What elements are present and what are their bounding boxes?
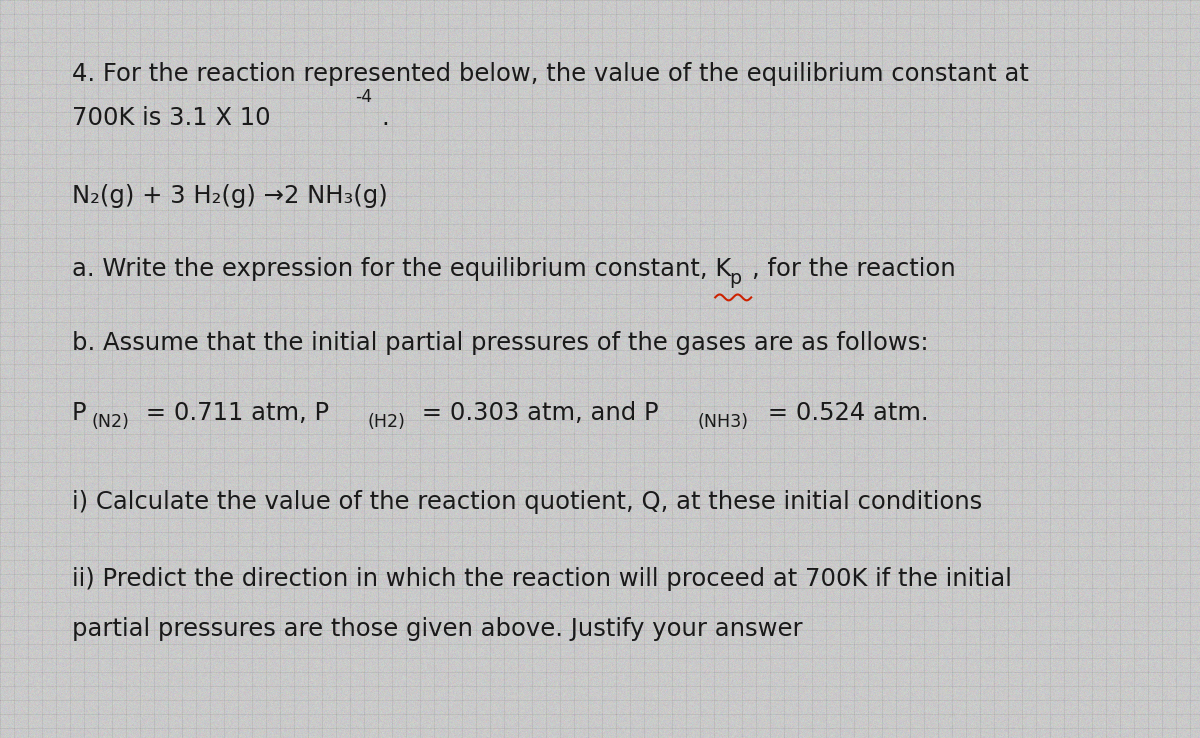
Text: = 0.303 atm, and P: = 0.303 atm, and P <box>414 401 659 425</box>
Text: .: . <box>382 106 389 130</box>
Text: 4. For the reaction represented below, the value of the equilibrium constant at: 4. For the reaction represented below, t… <box>72 62 1028 86</box>
Text: (N2): (N2) <box>91 413 130 431</box>
Text: , for the reaction: , for the reaction <box>752 258 956 281</box>
Text: P: P <box>72 401 86 425</box>
Text: a. Write the expression for the equilibrium constant, K: a. Write the expression for the equilibr… <box>72 258 731 281</box>
Text: i) Calculate the value of the reaction quotient, Q, at these initial conditions: i) Calculate the value of the reaction q… <box>72 490 983 514</box>
Text: = 0.524 atm.: = 0.524 atm. <box>760 401 929 425</box>
Text: p: p <box>730 269 742 288</box>
Text: 700K is 3.1 X 10: 700K is 3.1 X 10 <box>72 106 271 130</box>
Text: (H2): (H2) <box>367 413 406 431</box>
Text: partial pressures are those given above. Justify your answer: partial pressures are those given above.… <box>72 617 803 641</box>
Text: (NH3): (NH3) <box>697 413 749 431</box>
Text: ii) Predict the direction in which the reaction will proceed at 700K if the init: ii) Predict the direction in which the r… <box>72 568 1012 591</box>
Text: N₂(g) + 3 H₂(g) →2 NH₃(g): N₂(g) + 3 H₂(g) →2 NH₃(g) <box>72 184 388 207</box>
Text: b. Assume that the initial partial pressures of the gases are as follows:: b. Assume that the initial partial press… <box>72 331 929 355</box>
Text: -4: -4 <box>355 89 372 106</box>
Text: = 0.711 atm, P: = 0.711 atm, P <box>138 401 329 425</box>
